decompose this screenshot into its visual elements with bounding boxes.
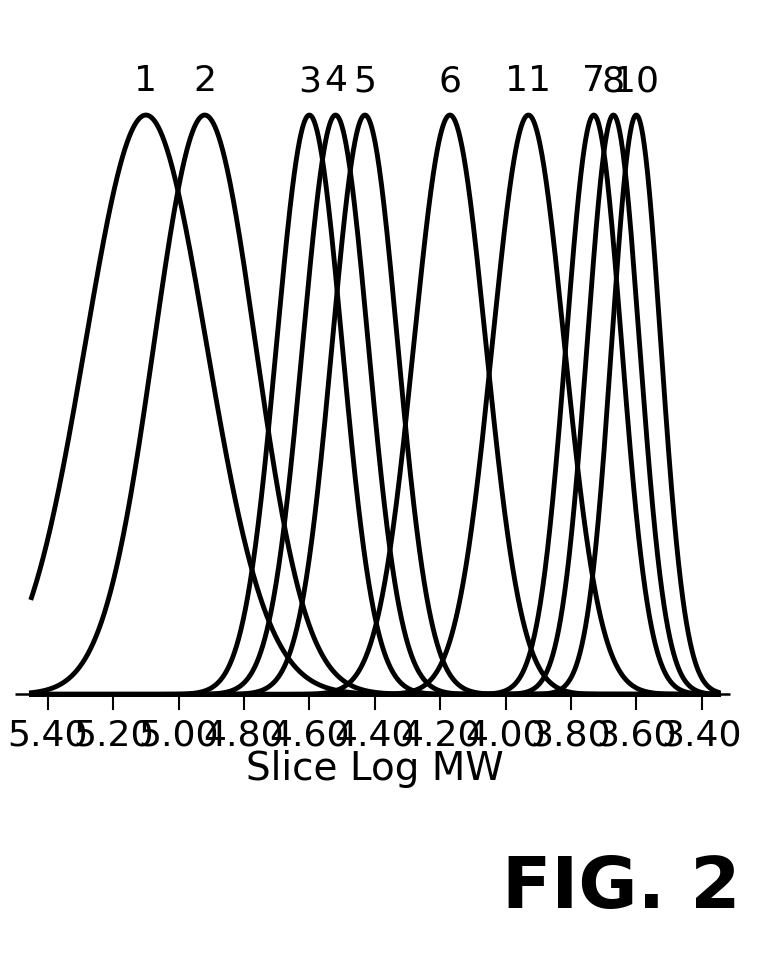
Text: 8: 8 bbox=[602, 64, 625, 98]
Text: 5: 5 bbox=[354, 64, 376, 98]
Text: 4.80: 4.80 bbox=[204, 717, 285, 752]
Text: 11: 11 bbox=[506, 64, 551, 98]
Text: 4.20: 4.20 bbox=[400, 717, 481, 752]
Text: 4.60: 4.60 bbox=[269, 717, 350, 752]
Text: 3.60: 3.60 bbox=[596, 717, 677, 752]
Text: 5.40: 5.40 bbox=[8, 717, 88, 752]
Text: 3.80: 3.80 bbox=[531, 717, 611, 752]
Text: 3.40: 3.40 bbox=[662, 717, 742, 752]
Text: 10: 10 bbox=[613, 64, 659, 98]
Text: FIG. 2: FIG. 2 bbox=[501, 854, 740, 923]
Text: 7: 7 bbox=[582, 64, 606, 98]
Text: 6: 6 bbox=[438, 64, 462, 98]
Text: 4.00: 4.00 bbox=[466, 717, 546, 752]
Text: 4.40: 4.40 bbox=[335, 717, 415, 752]
Text: 1: 1 bbox=[135, 64, 157, 98]
Text: 5.00: 5.00 bbox=[139, 717, 219, 752]
Text: 3: 3 bbox=[298, 64, 321, 98]
Text: Slice Log MW: Slice Log MW bbox=[246, 750, 503, 788]
Text: 5.20: 5.20 bbox=[73, 717, 154, 752]
Text: 4: 4 bbox=[324, 64, 347, 98]
Text: 2: 2 bbox=[193, 64, 217, 98]
